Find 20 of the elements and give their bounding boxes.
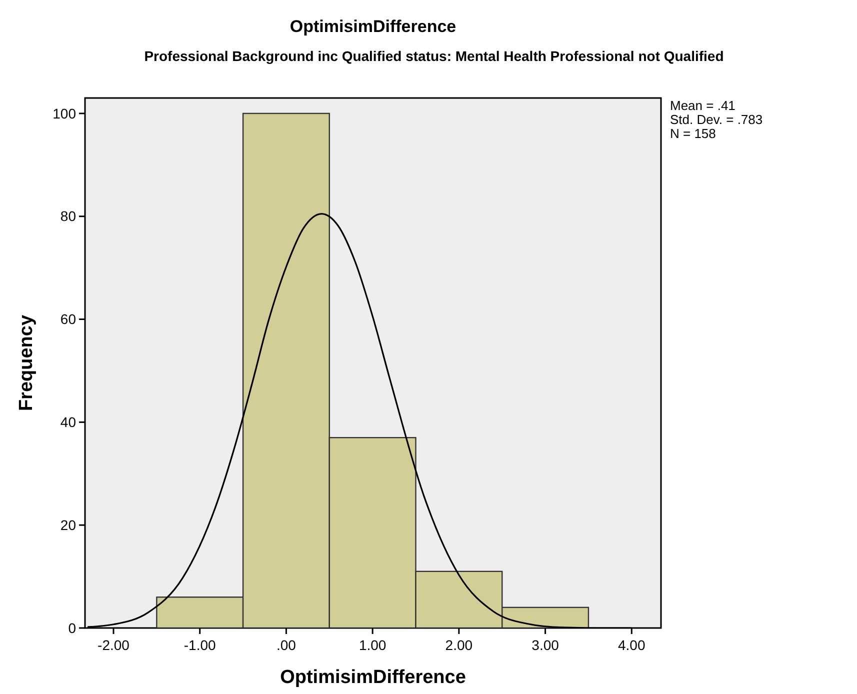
- x-tick-label: 2.00: [445, 637, 473, 653]
- x-tick-label: 1.00: [358, 637, 386, 653]
- x-tick-label: 4.00: [618, 637, 646, 653]
- x-tick-label: .00: [276, 637, 296, 653]
- y-tick-label: 80: [60, 208, 76, 224]
- text: N = 158: [670, 126, 716, 141]
- y-axis-title: Frequency: [16, 314, 37, 412]
- x-axis-title: OptimisimDifference: [280, 667, 466, 688]
- x-tick-label: -2.00: [98, 637, 130, 653]
- y-tick-label: 0: [68, 620, 76, 636]
- y-tick-label: 20: [60, 516, 76, 533]
- x-tick-label: 3.00: [532, 637, 560, 653]
- text: Std. Dev. = .783: [670, 112, 763, 127]
- text: Mean = .41: [670, 98, 736, 113]
- chart-title: OptimisimDifference: [290, 17, 456, 36]
- chart-subtitle: Professional Background inc Qualified status: Mental Health Professional not Qualified: [144, 48, 724, 64]
- y-tick-label: 40: [60, 414, 76, 430]
- y-tick-label: 100: [52, 105, 76, 122]
- x-tick-label: -1.00: [184, 637, 216, 653]
- y-tick-label: 60: [60, 311, 76, 328]
